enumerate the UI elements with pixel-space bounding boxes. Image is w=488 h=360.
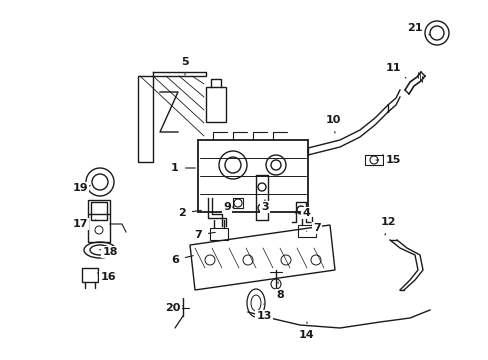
- Bar: [82, 268, 98, 282]
- Text: 7: 7: [306, 223, 320, 233]
- Text: 13: 13: [256, 304, 271, 321]
- Text: 16: 16: [98, 272, 116, 282]
- Text: 20: 20: [165, 303, 182, 313]
- Text: 1: 1: [171, 163, 195, 173]
- Text: 3: 3: [261, 200, 268, 212]
- Text: 9: 9: [223, 202, 234, 212]
- Text: 21: 21: [407, 23, 429, 35]
- Text: 11: 11: [385, 63, 405, 78]
- Bar: [364, 155, 382, 165]
- Bar: [209, 228, 227, 240]
- Bar: [91, 202, 107, 220]
- Bar: [297, 225, 315, 237]
- Text: 14: 14: [299, 322, 314, 340]
- Bar: [88, 200, 110, 242]
- Text: 15: 15: [375, 155, 400, 165]
- Bar: [205, 87, 225, 122]
- Text: 6: 6: [171, 255, 193, 265]
- Text: 2: 2: [178, 208, 201, 218]
- Text: 19: 19: [72, 183, 90, 193]
- Bar: [232, 198, 243, 208]
- Text: 18: 18: [100, 247, 118, 257]
- Bar: [198, 140, 307, 212]
- Text: 8: 8: [276, 282, 284, 300]
- Text: 12: 12: [380, 217, 395, 235]
- Text: 5: 5: [181, 57, 188, 75]
- Text: 4: 4: [294, 208, 309, 218]
- Text: 10: 10: [325, 115, 340, 133]
- Text: 17: 17: [72, 219, 96, 229]
- Text: 7: 7: [194, 230, 215, 240]
